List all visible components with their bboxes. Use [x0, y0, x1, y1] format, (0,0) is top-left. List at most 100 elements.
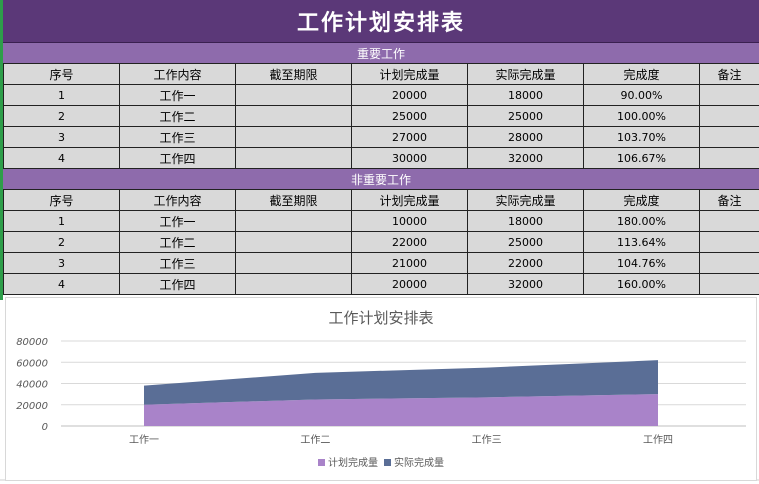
- column-header[interactable]: 工作内容: [120, 64, 236, 85]
- table-cell[interactable]: 工作二: [120, 106, 236, 127]
- column-header[interactable]: 截至期限: [236, 190, 352, 211]
- y-tick-label: 80000: [16, 337, 48, 348]
- table-cell[interactable]: [236, 253, 352, 274]
- chart-legend[interactable]: 计划完成量 实际完成量: [318, 456, 444, 469]
- column-header[interactable]: 序号: [4, 190, 120, 211]
- table-cell[interactable]: 103.70%: [584, 127, 700, 148]
- area-chart: 工作计划安排表 020000400006000080000 工作一工作二工作三工…: [6, 298, 756, 480]
- table-cell[interactable]: 100.00%: [584, 106, 700, 127]
- table-cell[interactable]: 180.00%: [584, 211, 700, 232]
- column-header[interactable]: 完成度: [584, 64, 700, 85]
- table-cell[interactable]: [700, 85, 759, 106]
- table-cell[interactable]: 10000: [352, 211, 468, 232]
- table-cell[interactable]: 106.67%: [584, 148, 700, 169]
- table-cell[interactable]: 104.76%: [584, 253, 700, 274]
- chart-title: 工作计划安排表: [328, 309, 433, 327]
- table-cell[interactable]: 25000: [468, 106, 584, 127]
- column-header[interactable]: 工作内容: [120, 190, 236, 211]
- sheet-title[interactable]: 工作计划安排表: [3, 0, 759, 43]
- x-tick-label: 工作二: [300, 434, 330, 446]
- column-header[interactable]: 完成度: [584, 190, 700, 211]
- table-cell[interactable]: 20000: [352, 274, 468, 295]
- legend-label[interactable]: 计划完成量: [328, 456, 378, 469]
- table-cell[interactable]: 3: [4, 127, 120, 148]
- column-header[interactable]: 截至期限: [236, 64, 352, 85]
- table-cell[interactable]: 1: [4, 85, 120, 106]
- table-cell[interactable]: 32000: [468, 274, 584, 295]
- column-header[interactable]: 计划完成量: [352, 190, 468, 211]
- table-cell[interactable]: [700, 232, 759, 253]
- table-cell[interactable]: 4: [4, 148, 120, 169]
- table-cell[interactable]: 21000: [352, 253, 468, 274]
- table-cell[interactable]: 25000: [352, 106, 468, 127]
- legend-label[interactable]: 实际完成量: [394, 456, 444, 469]
- table-cell[interactable]: [700, 253, 759, 274]
- column-header[interactable]: 备注: [700, 64, 759, 85]
- x-tick-label: 工作一: [129, 434, 159, 446]
- y-tick-label: 40000: [16, 380, 48, 391]
- table-cell[interactable]: 30000: [352, 148, 468, 169]
- table-cell[interactable]: [700, 274, 759, 295]
- table-cell[interactable]: 工作三: [120, 127, 236, 148]
- table-cell[interactable]: [236, 211, 352, 232]
- table-cell[interactable]: 27000: [352, 127, 468, 148]
- table-cell[interactable]: [236, 274, 352, 295]
- table-cell[interactable]: 22000: [468, 253, 584, 274]
- table-cell[interactable]: 2: [4, 106, 120, 127]
- y-tick-label: 60000: [16, 358, 48, 369]
- column-header[interactable]: 备注: [700, 190, 759, 211]
- table-cell[interactable]: 32000: [468, 148, 584, 169]
- table-cell[interactable]: 18000: [468, 211, 584, 232]
- column-header[interactable]: 实际完成量: [468, 64, 584, 85]
- table-cell[interactable]: 90.00%: [584, 85, 700, 106]
- table-cell[interactable]: 28000: [468, 127, 584, 148]
- table-cell[interactable]: [236, 127, 352, 148]
- table-cell[interactable]: 4: [4, 274, 120, 295]
- table-cell[interactable]: [236, 148, 352, 169]
- table-cell[interactable]: 工作四: [120, 274, 236, 295]
- table-cell[interactable]: 工作一: [120, 211, 236, 232]
- table-cell[interactable]: 20000: [352, 85, 468, 106]
- column-header[interactable]: 计划完成量: [352, 64, 468, 85]
- table-header-row: 序号工作内容截至期限计划完成量实际完成量完成度备注: [4, 64, 759, 85]
- legend-swatch: [384, 459, 391, 466]
- column-header[interactable]: 实际完成量: [468, 190, 584, 211]
- table-cell[interactable]: 18000: [468, 85, 584, 106]
- column-header[interactable]: 序号: [4, 64, 120, 85]
- table-cell[interactable]: 2: [4, 232, 120, 253]
- table-cell[interactable]: 160.00%: [584, 274, 700, 295]
- table-cell[interactable]: 113.64%: [584, 232, 700, 253]
- table-cell[interactable]: [700, 211, 759, 232]
- chart-areas: [144, 360, 658, 426]
- section-header-non-important[interactable]: 非重要工作: [3, 169, 759, 190]
- table-cell[interactable]: 3: [4, 253, 120, 274]
- section-header-important[interactable]: 重要工作: [3, 43, 759, 64]
- table-header-row: 序号工作内容截至期限计划完成量实际完成量完成度备注: [4, 190, 759, 211]
- table-cell[interactable]: 工作二: [120, 232, 236, 253]
- y-tick-label: 0: [42, 422, 48, 433]
- table-cell[interactable]: 工作三: [120, 253, 236, 274]
- table-cell[interactable]: [236, 85, 352, 106]
- table-cell[interactable]: [236, 106, 352, 127]
- table-cell[interactable]: [700, 127, 759, 148]
- table-cell[interactable]: 22000: [352, 232, 468, 253]
- table-cell[interactable]: 25000: [468, 232, 584, 253]
- table-cell[interactable]: 1: [4, 211, 120, 232]
- table-cell[interactable]: 工作一: [120, 85, 236, 106]
- table-cell[interactable]: [700, 148, 759, 169]
- table-cell[interactable]: [700, 106, 759, 127]
- table-cell[interactable]: [236, 232, 352, 253]
- table-cell[interactable]: 工作四: [120, 148, 236, 169]
